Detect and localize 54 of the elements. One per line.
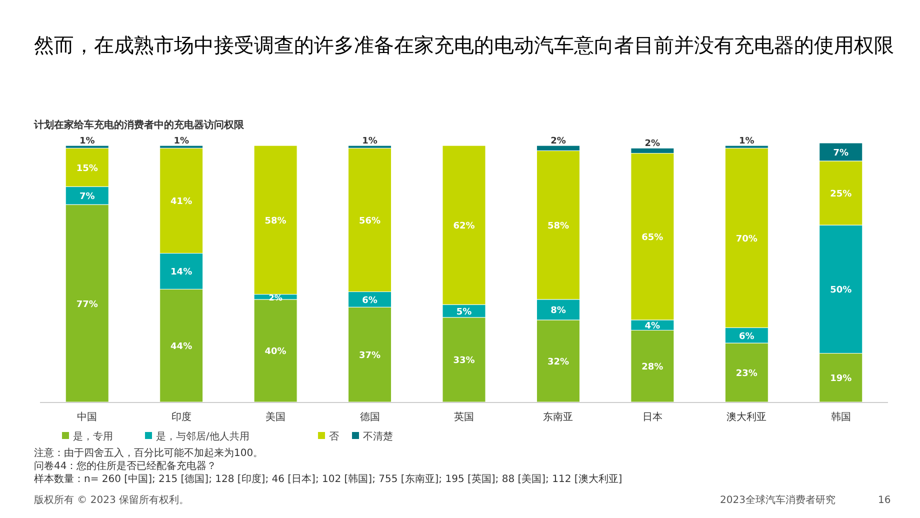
data-label: 19% (830, 374, 852, 384)
data-label: 70% (736, 234, 758, 244)
chart-subtitle: 计划在家给车充电的消费者中的充电器访问权限 (33, 119, 245, 131)
data-label: 8% (550, 306, 566, 316)
legend-label: 否 (329, 432, 339, 442)
data-label: 41% (170, 197, 192, 208)
text: 注意：由于四舍五入，百分比可能不加起来为100。 (34, 447, 264, 459)
x-tick-label: 英国 (454, 411, 474, 423)
data-label: 77% (76, 300, 98, 310)
data-label: 33% (453, 356, 475, 366)
data-label: 5% (456, 307, 472, 318)
legend-label: 是，专用 (73, 430, 113, 442)
x-tick-label: 中国 (77, 411, 98, 423)
data-label: 1% (174, 136, 189, 147)
data-label: 14% (170, 268, 192, 278)
data-label: 44% (170, 342, 192, 352)
x-tick-label: 韩国 (830, 411, 851, 423)
x-tick-label: 东南亚 (543, 411, 574, 423)
data-label: 7% (79, 192, 95, 202)
text: 问卷44：您的住所是否已经配备充电器？ (34, 460, 217, 472)
data-label: 6% (362, 296, 378, 306)
data-label: 4% (644, 322, 660, 332)
text: 版权所有 © 2023 保留所有权利。 (34, 494, 189, 506)
data-label: 62% (453, 222, 475, 232)
x-tick-label: 澳大利亚 (726, 411, 767, 423)
x-tick-label: 德国 (360, 412, 380, 423)
data-label: 28% (642, 362, 664, 373)
data-label: 40% (264, 347, 286, 358)
data-label: 58% (264, 216, 286, 226)
data-label: 25% (830, 190, 852, 200)
data-label: 6% (739, 332, 754, 342)
data-label: 56% (359, 216, 381, 226)
data-label: 1% (739, 136, 754, 147)
data-label: 15% (76, 164, 98, 174)
text: 2023全球汽车消费者研究 (720, 494, 836, 506)
data-label: 65% (642, 233, 664, 244)
data-label: 37% (359, 351, 381, 362)
data-label: 7% (833, 148, 849, 158)
data-label: 58% (547, 222, 569, 232)
legend-label: 是，与邻居/他人共用 (156, 430, 250, 442)
data-label: 2% (644, 139, 660, 150)
data-label: 50% (830, 286, 852, 296)
chart-title: 然而，在成熟市场中接受调查的许多准备在家充电的电动汽车意向者目前并没有充电器的使用权限 (34, 33, 894, 57)
x-tick-label: 美国 (266, 411, 286, 423)
legend-label: 不清楚 (363, 430, 393, 442)
data-label: 1% (79, 136, 95, 147)
x-tick-label: 印度 (171, 411, 192, 423)
data-label: 23% (736, 369, 758, 380)
x-tick-label: 日本 (642, 411, 662, 423)
text: 样本数量：n= 260 [中国]; 215 [德国]; 128 [印度]; 46 [日本]; 102 [韩国]; 755 [东南亚]; 195 [英国]; 88 [美国]; 112 [澳大利亚] (34, 473, 622, 485)
text: 16 (878, 495, 891, 506)
data-label: 2% (550, 136, 566, 147)
data-label: 1% (362, 136, 378, 147)
data-label: 32% (547, 357, 569, 368)
